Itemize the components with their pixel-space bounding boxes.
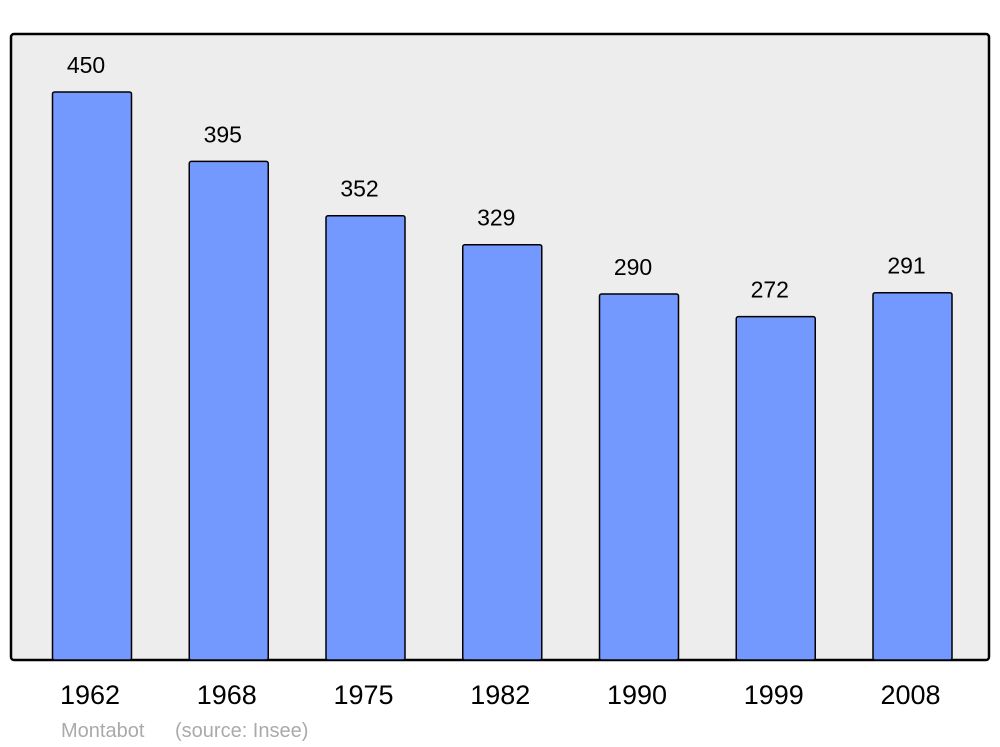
data-label-2008: 291 xyxy=(887,253,925,279)
x-tick-label-1990: 1990 xyxy=(607,680,667,710)
footer-source: (source: Insee) xyxy=(175,720,308,742)
x-tick-label-1999: 1999 xyxy=(744,680,804,710)
footer-author: Montabot xyxy=(61,720,145,742)
x-tick-label-2008: 2008 xyxy=(880,680,940,710)
x-tick-label-1975: 1975 xyxy=(333,680,393,710)
bar-1999 xyxy=(735,315,816,661)
bar-1990 xyxy=(598,293,680,661)
data-label-1975: 352 xyxy=(340,176,378,202)
x-tick-label-1982: 1982 xyxy=(470,680,530,710)
bar-1968 xyxy=(188,160,269,661)
x-tick-label-1968: 1968 xyxy=(197,680,257,710)
data-label-1990: 290 xyxy=(614,254,652,280)
bar-1962 xyxy=(51,91,133,661)
data-label-1999: 272 xyxy=(751,277,789,303)
x-tick-label-1962: 1962 xyxy=(60,680,120,710)
bar-2008 xyxy=(872,291,953,661)
data-label-1982: 329 xyxy=(477,205,515,231)
bar-1975 xyxy=(325,214,406,661)
data-label-1962: 450 xyxy=(67,52,105,78)
data-label-1968: 395 xyxy=(204,121,242,147)
bar-1982 xyxy=(462,243,543,661)
